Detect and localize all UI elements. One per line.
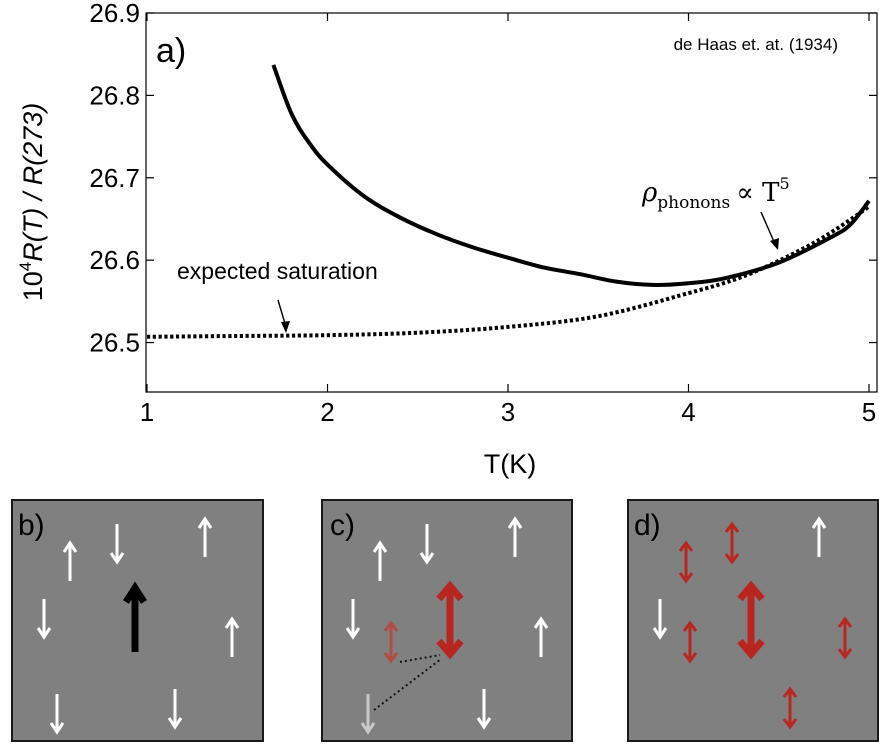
spin-arrow-down	[419, 524, 435, 565]
arrow-group-c	[345, 516, 549, 735]
arrow-group-b	[36, 516, 240, 735]
fluctuating-spin-arrow	[383, 620, 399, 664]
spin-arrow-up	[224, 616, 240, 657]
spin-arrow-up	[533, 616, 549, 657]
annotation-phonon-law: ρphonons ∝ T5	[641, 174, 790, 213]
coupling-line-upper	[399, 654, 441, 663]
y-tick-label: 26.7	[89, 163, 140, 193]
spin-arrow-down	[652, 599, 668, 640]
y-tick-label: 26.5	[89, 328, 140, 358]
y-label-exponent: 4	[16, 262, 35, 271]
annotation-phonon-arrow	[760, 211, 779, 250]
y-tick-label: 26.9	[89, 0, 140, 28]
spin-arrow-up	[372, 540, 388, 581]
x-axis-label: T(K)	[484, 449, 536, 479]
spin-arrow-up	[507, 516, 523, 557]
annotation-saturation-arrow	[277, 299, 290, 333]
fluctuating-spin-arrow	[724, 521, 740, 565]
series-line-expected-saturation	[146, 204, 871, 339]
power-exponent: 5	[779, 174, 789, 193]
y-tick-label: 26.6	[89, 245, 140, 275]
y-tick-label: 26.8	[89, 80, 140, 110]
spin-panel-b: b)	[11, 499, 264, 742]
source-note: de Haas et. at. (1934)	[674, 35, 838, 54]
x-tick-label: 3	[501, 397, 515, 427]
axis-ticks: 1 2 3 4 5 26.5 26.6 26.7 26.8 26.9	[89, 0, 877, 427]
fluctuating-spin-arrow	[782, 686, 798, 730]
spin-arrow-down	[476, 689, 492, 730]
x-tick-label: 5	[862, 397, 876, 427]
spin-arrow-down	[345, 599, 361, 640]
fluctuating-spin-arrow	[678, 540, 694, 584]
fluctuating-spin-arrow	[682, 620, 698, 664]
x-tick-label: 1	[140, 397, 154, 427]
panel-label-b: b)	[18, 509, 45, 542]
spin-arrow-down	[49, 694, 65, 735]
chart-panel-a: 1 2 3 4 5 26.5 26.6 26.7 26.8 26.9 a) de Haas et.…	[16, 0, 878, 479]
annotation-expected-saturation: expected saturation	[177, 258, 378, 284]
y-axis-label: 104R(T) / R(273)	[16, 103, 48, 302]
y-label-rest: R(T) / R(273)	[18, 103, 48, 262]
rho-symbol: ρ	[641, 178, 658, 208]
fluctuating-spin-arrow	[737, 580, 765, 660]
spin-arrow-down	[109, 524, 125, 565]
fluctuating-spin-arrow	[837, 616, 853, 660]
spin-panel-c: c)	[321, 499, 573, 742]
rho-subscript: phonons	[657, 193, 730, 213]
spin-arrow-up	[123, 581, 147, 652]
spin-arrow-up	[811, 516, 827, 557]
panel-background-d	[627, 499, 879, 742]
spin-arrow-up	[197, 516, 213, 557]
series-layer	[146, 64, 871, 339]
x-tick-label: 4	[681, 397, 695, 427]
x-tick-label: 2	[320, 397, 334, 427]
fluctuating-spin-arrow	[436, 580, 464, 660]
coupling-line-lower	[373, 658, 442, 711]
spin-arrow-up	[62, 540, 78, 581]
arrow-group-d	[652, 516, 853, 730]
spin-arrow-down	[36, 599, 52, 640]
y-label-base: 10	[18, 271, 48, 301]
panel-label-a: a)	[156, 32, 186, 70]
spin-panel-d: d)	[627, 499, 879, 742]
panel-label-c: c)	[330, 509, 355, 542]
panel-label-d: d)	[634, 509, 661, 542]
spin-arrow-down	[360, 694, 376, 735]
proportional-relation: ∝ T	[736, 178, 780, 208]
spin-arrow-down	[167, 689, 183, 730]
plot-frame	[145, 12, 878, 393]
